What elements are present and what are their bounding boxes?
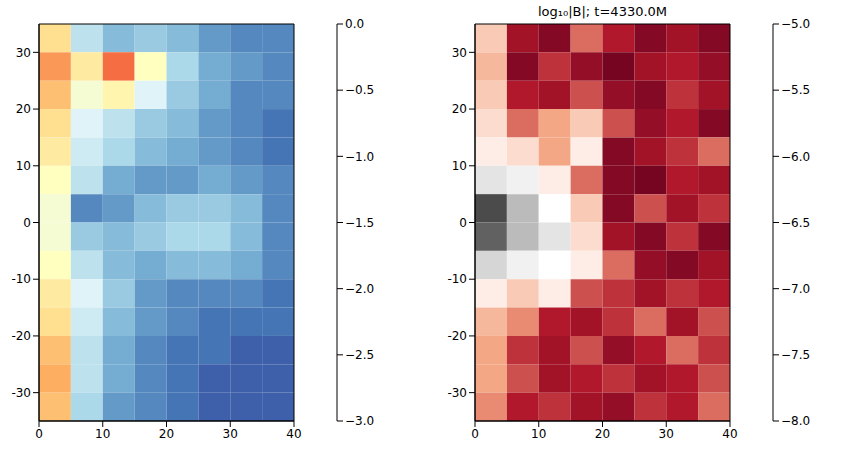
svg-text:−3.0: −3.0 [345,414,374,428]
html-text:log₁₀|B|; t=4330.0M: log₁₀|B|; t=4330.0M [537,4,668,19]
svg-text:-30: -30 [447,386,467,400]
svg-text:30: 30 [16,46,31,60]
svg-text:−6.5: −6.5 [781,216,810,230]
svg-text:0: 0 [35,427,43,441]
svg-text:20: 20 [452,102,467,116]
svg-text:−2.0: −2.0 [345,282,374,296]
svg-text:0.0: 0.0 [345,17,364,31]
svg-text:0: 0 [471,427,479,441]
svg-text:0: 0 [459,216,467,230]
svg-text:−8.0: −8.0 [781,414,810,428]
svg-text:-10: -10 [447,272,467,286]
svg-text:0: 0 [23,216,31,230]
svg-text:10: 10 [531,427,546,441]
svg-text:−5.5: −5.5 [781,83,810,97]
svg-text:30: 30 [223,427,238,441]
svg-text:-20: -20 [11,329,31,343]
svg-text:−2.5: −2.5 [345,348,374,362]
svg-text:30: 30 [659,427,674,441]
svg-text:−6.0: −6.0 [781,150,810,164]
svg-text:20: 20 [159,427,174,441]
svg-text:−5.0: −5.0 [781,17,810,31]
svg-text:10: 10 [16,159,31,173]
svg-text:-30: -30 [11,386,31,400]
svg-text:40: 40 [286,427,301,441]
svg-text:−1.5: −1.5 [345,216,374,230]
svg-text:−1.0: −1.0 [345,150,374,164]
svg-text:10: 10 [452,159,467,173]
svg-text:-10: -10 [11,272,31,286]
svg-text:20: 20 [595,427,610,441]
svg-text:40: 40 [722,427,737,441]
svg-text:20: 20 [16,102,31,116]
svg-text:10: 10 [95,427,110,441]
svg-text:−0.5: −0.5 [345,83,374,97]
svg-text:−7.0: −7.0 [781,282,810,296]
svg-text:-20: -20 [447,329,467,343]
svg-text:−7.5: −7.5 [781,348,810,362]
svg-text:30: 30 [452,46,467,60]
